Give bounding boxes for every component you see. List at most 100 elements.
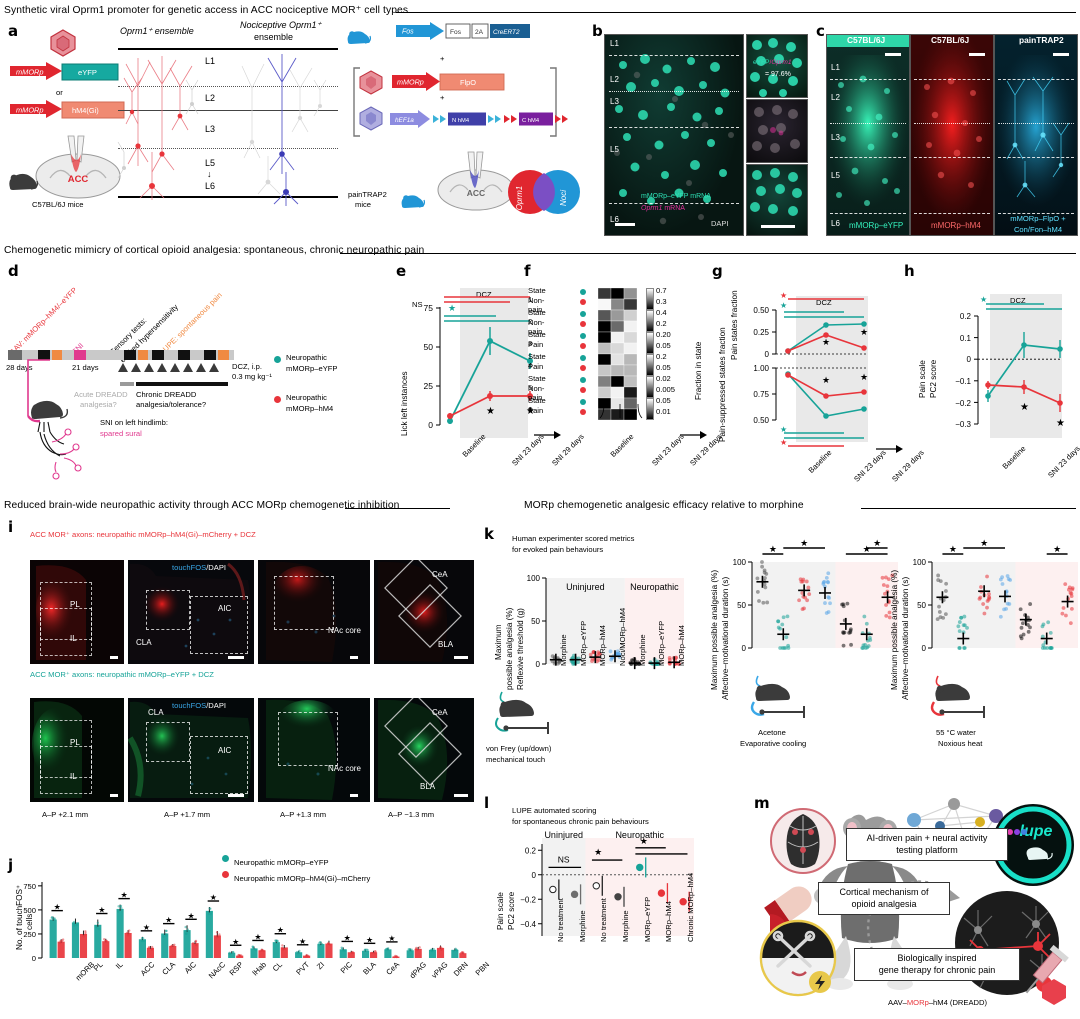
svg-text:ACC: ACC bbox=[467, 188, 485, 198]
acetone-mouse-icon bbox=[742, 672, 822, 724]
c-tile-title-3: painTRAP2 bbox=[1019, 35, 1064, 45]
svg-text:★: ★ bbox=[187, 911, 194, 920]
construct-fos-creert2: Fos Fos 2A CreERT2 bbox=[396, 22, 520, 42]
svg-text:mMORp: mMORp bbox=[397, 78, 424, 87]
k-title-1: Human experimenter scored metrics bbox=[512, 534, 634, 543]
f-heatmap-svg bbox=[598, 288, 638, 422]
l-xtick: Chronic MORp–hM4 bbox=[686, 873, 695, 942]
l-xtick: MORp–hM4 bbox=[664, 901, 673, 942]
i-roi-cla-top bbox=[146, 590, 190, 630]
l-xtick: No treatment bbox=[599, 898, 608, 942]
c-layer-l3-a: L3 bbox=[831, 133, 840, 142]
k2-ylabel-2: Affective–motivational duration (s) bbox=[721, 577, 730, 700]
svg-text:★: ★ bbox=[800, 538, 808, 548]
f-colorbar-tick: 0.3 bbox=[656, 297, 667, 306]
g-ylabel-top: Pain states fraction bbox=[730, 290, 739, 360]
panel-letter-i: i bbox=[8, 518, 13, 536]
svg-text:Neuropathic: Neuropathic bbox=[630, 582, 679, 592]
svg-text:★: ★ bbox=[769, 544, 777, 554]
i-label-bla-top: BLA bbox=[438, 640, 453, 649]
svg-text:★: ★ bbox=[486, 406, 495, 417]
panel_k3-svg: 050100★★★ bbox=[910, 540, 1078, 652]
construct-or-label: or bbox=[56, 88, 63, 97]
c-tile-title-2: C57BL/6J bbox=[931, 35, 969, 45]
svg-text:−0.2: −0.2 bbox=[955, 399, 971, 408]
i-tile-bot-2: CLA AIC touchFOS/DAPI bbox=[128, 698, 254, 802]
svg-text:Uninjured: Uninjured bbox=[566, 582, 605, 592]
timeline-block-b5 bbox=[204, 350, 216, 360]
svg-text:★: ★ bbox=[1053, 544, 1061, 554]
svg-text:★: ★ bbox=[299, 937, 306, 946]
svg-text:★: ★ bbox=[344, 933, 351, 942]
i-roi-cla-bot bbox=[146, 722, 190, 762]
svg-text:2A: 2A bbox=[475, 29, 484, 36]
section-title-1: Synthetic viral Oprm1 promoter for genet… bbox=[4, 4, 408, 16]
g-to-h-arrow bbox=[876, 442, 904, 456]
svg-text:★: ★ bbox=[54, 903, 61, 912]
svg-text:50: 50 bbox=[917, 601, 926, 610]
svg-text:−0.4: −0.4 bbox=[520, 920, 536, 929]
m-box-gene-therapy: Biologically inspired gene therapy for ch… bbox=[854, 948, 1020, 981]
construct-mmorp-flpo: mMORp FlpO bbox=[392, 72, 512, 92]
svg-text:★: ★ bbox=[863, 544, 871, 554]
f-dot-red bbox=[580, 321, 586, 327]
b-inset-label-1: eYFP/Oprm1 bbox=[753, 59, 792, 66]
svg-text:★: ★ bbox=[860, 372, 868, 382]
mouse-strain-label: C57BL/6J mice bbox=[32, 200, 84, 209]
j-ylabel-1: No. of touchFOS⁺ bbox=[14, 885, 24, 950]
k2-xlabel-1: Acetone bbox=[758, 728, 786, 737]
i-scale-6 bbox=[228, 794, 244, 797]
svg-text:0: 0 bbox=[428, 420, 433, 430]
surgery-icon bbox=[758, 918, 838, 998]
sni-mouse-nerve-diagram bbox=[10, 358, 110, 466]
i-roi-nac-bot bbox=[278, 712, 338, 766]
svg-text:0.50: 0.50 bbox=[753, 306, 769, 315]
svg-text:750: 750 bbox=[23, 882, 36, 891]
section-rule-1 bbox=[396, 12, 1076, 13]
panel-letter-g: g bbox=[712, 262, 723, 280]
k1-xlabel-2: mechanical touch bbox=[486, 755, 545, 764]
svg-text:★: ★ bbox=[780, 438, 787, 447]
chronic-dreadd-label-2: analgesia/tolerance? bbox=[136, 400, 206, 409]
timeline-block-b3 bbox=[152, 350, 164, 360]
svg-text:★: ★ bbox=[1056, 418, 1065, 429]
c-scale-bar-3 bbox=[1053, 53, 1069, 56]
dcz-label-1: DCZ, i.p. bbox=[232, 362, 262, 371]
acc-injection-diagram: ACC bbox=[28, 130, 128, 202]
d-legend-item-eyfp: Neuropathic mMORp–eYFP bbox=[274, 352, 337, 374]
f-to-g-arrow bbox=[680, 428, 708, 442]
f-dot-teal bbox=[580, 355, 586, 361]
d-legend-eyfp-l1: Neuropathic bbox=[286, 353, 327, 362]
f-heatmap bbox=[598, 288, 638, 422]
j-ylabel-2: cells bbox=[25, 914, 34, 930]
j-bar-plot: 0 250 500 750 ★ ★ ★ ★ ★ ★ ★ ★ ★ ★ ★ ★ ★ ★ bbox=[34, 882, 474, 968]
panel-letter-f: f bbox=[524, 262, 531, 280]
f-dot-teal bbox=[580, 289, 586, 295]
c-tile-title-1: C57BL/6J bbox=[847, 35, 885, 45]
m-box-cortical-mechanism: Cortical mechanism of opioid analgesia bbox=[818, 882, 950, 915]
svg-text:Uninjured: Uninjured bbox=[544, 830, 583, 840]
paintrap-label-1: painTRAP2 bbox=[348, 190, 387, 199]
f-colorbar-tick: 0.02 bbox=[656, 374, 671, 383]
j-legend-eyfp-label: Neuropathic mMORp–eYFP bbox=[234, 858, 329, 867]
svg-text:C hM4: C hM4 bbox=[522, 118, 540, 124]
i-label-aic-top: AIC bbox=[218, 604, 231, 613]
i-ap-4: A–P −1.3 mm bbox=[388, 810, 434, 819]
f-colorbar bbox=[646, 288, 654, 310]
i-label-aic-bot: AIC bbox=[218, 746, 231, 755]
i-roi-il-top bbox=[40, 608, 92, 656]
k1-xtick: MORp–eYFP bbox=[579, 621, 588, 666]
k3-ylabel-1: Maximum possible analgesia (%) bbox=[890, 570, 899, 690]
c-layer-l5-a: L5 bbox=[831, 171, 840, 180]
b-inset-scale-bar bbox=[761, 225, 795, 228]
aav-capsid-icon-4 bbox=[1040, 978, 1068, 1006]
aav-capsid-icon-3 bbox=[358, 106, 386, 132]
aav-capsid-icon-2 bbox=[358, 70, 386, 96]
k2-xlabel-2: Evaporative cooling bbox=[740, 739, 806, 748]
i-tile-top-4: CeA BLA bbox=[374, 560, 474, 664]
f-xtick-baseline: Baseline bbox=[609, 432, 636, 459]
f-dot-red bbox=[580, 365, 586, 371]
f-colorbar bbox=[646, 332, 654, 354]
section-rule-3 bbox=[345, 508, 450, 509]
mouse-icon-black bbox=[4, 162, 40, 196]
